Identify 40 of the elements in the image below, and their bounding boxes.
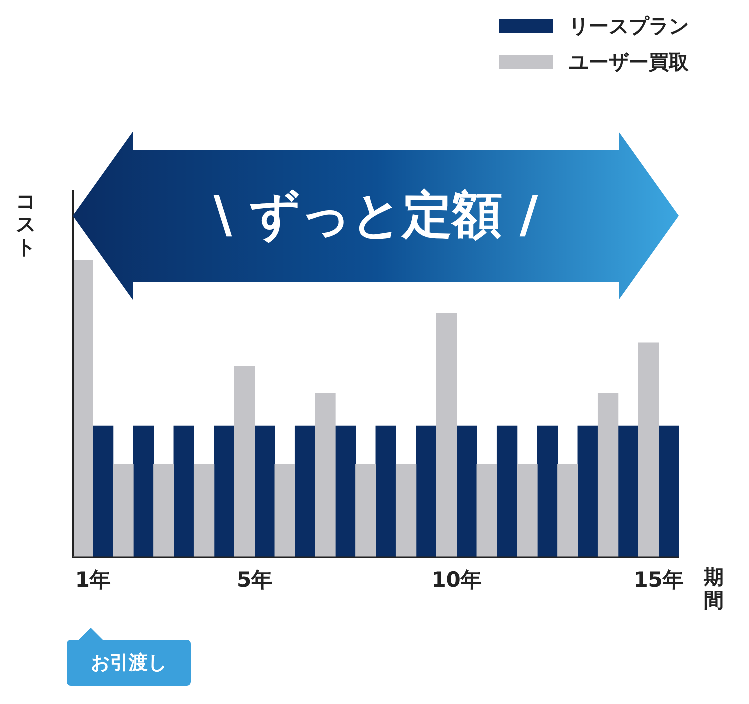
bar [376, 426, 396, 557]
bar [537, 426, 558, 557]
bar [436, 313, 458, 557]
x-tick-label: 10年 [432, 568, 482, 592]
legend-label: ユーザー買取 [569, 48, 689, 76]
bar [658, 426, 679, 557]
bar [638, 342, 660, 557]
bar [234, 366, 256, 557]
bar [476, 464, 498, 557]
legend-label: リースプラン [569, 12, 689, 40]
bar [598, 393, 619, 557]
x-axis-title: 期間 [704, 565, 725, 612]
bar [456, 426, 478, 557]
bar [396, 464, 417, 557]
bar [496, 426, 518, 557]
bar [274, 464, 296, 557]
bar [194, 464, 215, 557]
bar [517, 464, 538, 557]
bar [578, 426, 598, 557]
bar [113, 464, 134, 557]
bar [294, 426, 316, 557]
bar [416, 426, 437, 557]
bar [558, 464, 578, 557]
bar [214, 426, 235, 557]
text: お引渡し [67, 640, 191, 686]
x-tick-label: 1年 [75, 568, 112, 592]
bar [92, 426, 114, 557]
text: \ ずっと定額 / [212, 184, 540, 246]
bar [335, 426, 356, 557]
x-tick-label: 15年 [634, 568, 684, 592]
x-tick-label: 5年 [236, 568, 273, 592]
bar [174, 426, 194, 557]
y-axis-title: コスト [16, 189, 37, 259]
bar [618, 426, 639, 557]
bar [133, 426, 154, 557]
bar [73, 260, 94, 557]
bar [154, 464, 174, 557]
bar [356, 464, 376, 557]
bar [315, 393, 336, 557]
bar [254, 426, 276, 557]
